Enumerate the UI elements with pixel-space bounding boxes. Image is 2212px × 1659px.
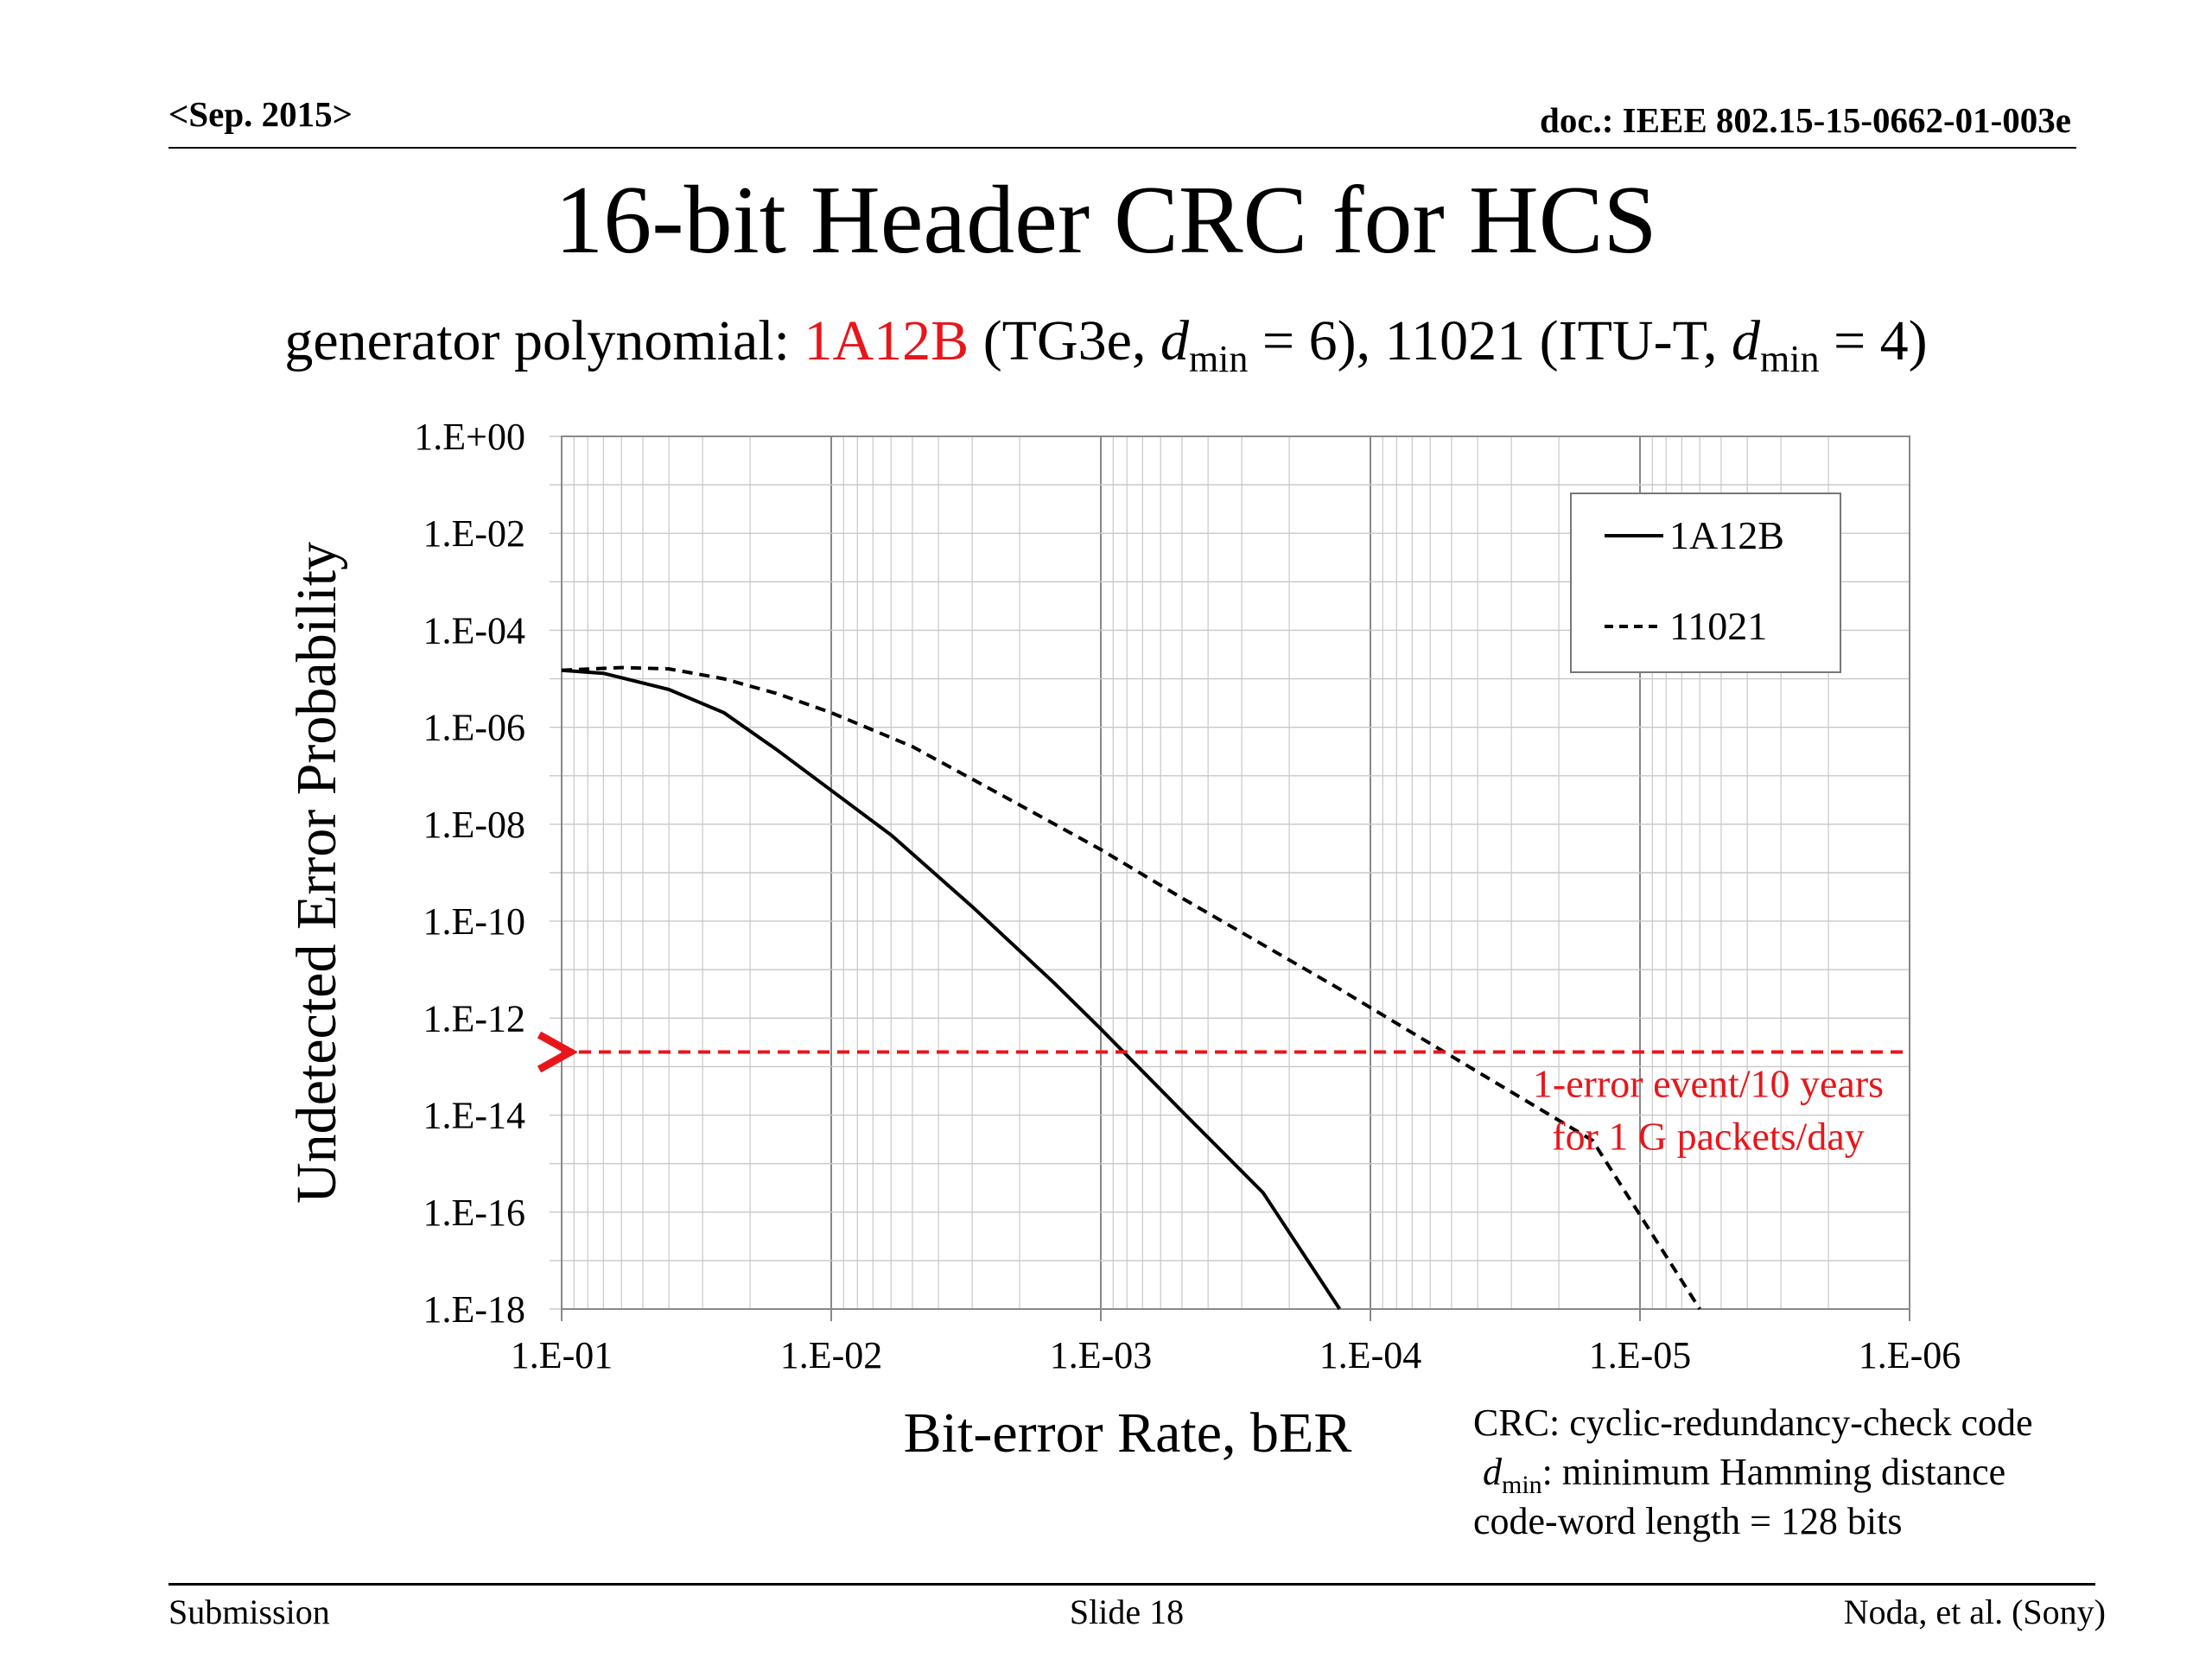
legend-label-1A12B: 1A12B <box>1669 513 1784 557</box>
annotation-text-line2: for 1 G packets/day <box>1552 1115 1865 1159</box>
note-codeword: code-word length = 128 bits <box>1473 1500 1903 1542</box>
chart-legend: 1A12B 11021 <box>1570 493 1841 673</box>
subtitle-text: = 6), 11021 (ITU-T, <box>1248 309 1732 372</box>
definitions-notes: CRC: cyclic-redundancy-check code dmin: … <box>1473 1398 2033 1546</box>
legend-box <box>1570 493 1841 673</box>
x-tick-label: 1.E-05 <box>1589 1334 1692 1376</box>
subtitle-prefix: generator polynomial: <box>284 309 804 372</box>
y-tick-label: 1.E-18 <box>423 1288 525 1331</box>
x-tick-label: 1.E-06 <box>1859 1334 1961 1376</box>
y-axis-label: Undetected Error Probability <box>285 542 348 1204</box>
footer-rule <box>168 1583 2095 1586</box>
plot-frame <box>561 435 1910 1310</box>
subtitle-dmin-symbol: d <box>1160 309 1189 372</box>
series-line-1A12B <box>561 668 1342 1311</box>
x-tick-label: 1.E-04 <box>1319 1334 1422 1376</box>
y-tick-label: 1.E-02 <box>423 512 525 555</box>
header-doc-id: doc.: IEEE 802.15-15-0662-01-003e <box>1540 100 2071 140</box>
note-dmin: dmin: minimum Hamming distance <box>1473 1447 2033 1499</box>
note-dmin-text: : minimum Hamming distance <box>1541 1451 2006 1493</box>
threshold-annotation: 1-error event/10 years for 1 G packets/da… <box>570 1052 1903 1159</box>
y-tick-label: 1.E-12 <box>423 997 525 1039</box>
slide-title: 16-bit Header CRC for HCS <box>555 167 1657 274</box>
ber-chart: 1.E+00 1.E-02 1.E-04 1.E-06 1.E-08 1.E-10 1.E-… <box>285 416 1961 1465</box>
y-tick-label: 1.E-16 <box>423 1192 525 1234</box>
slide-subtitle: generator polynomial: 1A12B (TG3e, dmin … <box>0 307 2212 378</box>
subtitle-text: (TG3e, <box>969 309 1160 372</box>
chart-tick-labels: 1.E+00 1.E-02 1.E-04 1.E-06 1.E-08 1.E-10 1.E-… <box>414 416 1961 1376</box>
subtitle-poly-1a12b: 1A12B <box>804 309 969 372</box>
subtitle-dmin-subscript: min <box>1188 338 1249 380</box>
y-tick-label: 1.E-14 <box>423 1095 525 1137</box>
chart-series <box>561 665 1701 1311</box>
y-tick-label: 1.E+00 <box>414 416 525 458</box>
subtitle-text: = 4) <box>1819 309 1928 372</box>
footer-submission: Submission <box>168 1592 330 1631</box>
y-tick-label: 1.E-10 <box>423 900 525 943</box>
y-tick-label: 1.E-06 <box>423 707 525 749</box>
series-line-11021 <box>561 665 1701 1311</box>
x-tick-label: 1.E-03 <box>1050 1334 1153 1376</box>
note-dmin-symbol: d <box>1483 1451 1502 1493</box>
x-tick-label: 1.E-02 <box>780 1334 883 1376</box>
legend-label-11021: 11021 <box>1669 604 1767 648</box>
note-dmin-subscript: min <box>1502 1471 1542 1499</box>
footer-slide-number: Slide 18 <box>1069 1592 1185 1631</box>
header-date: <Sep. 2015> <box>168 94 353 134</box>
subtitle-dmin-symbol: d <box>1732 309 1760 372</box>
y-tick-label: 1.E-08 <box>423 804 525 846</box>
x-axis-label: Bit-error Rate, bER <box>904 1402 1352 1465</box>
x-tick-label: 1.E-01 <box>511 1334 613 1376</box>
subtitle-dmin-subscript: min <box>1760 338 1820 380</box>
footer-authors: Noda, et al. (Sony) <box>1843 1592 2106 1631</box>
y-tick-label: 1.E-04 <box>423 609 525 652</box>
annotation-text-line1: 1-error event/10 years <box>1533 1062 1884 1106</box>
header-rule <box>168 147 2076 149</box>
note-crc: CRC: cyclic-redundancy-check code <box>1473 1402 2033 1444</box>
